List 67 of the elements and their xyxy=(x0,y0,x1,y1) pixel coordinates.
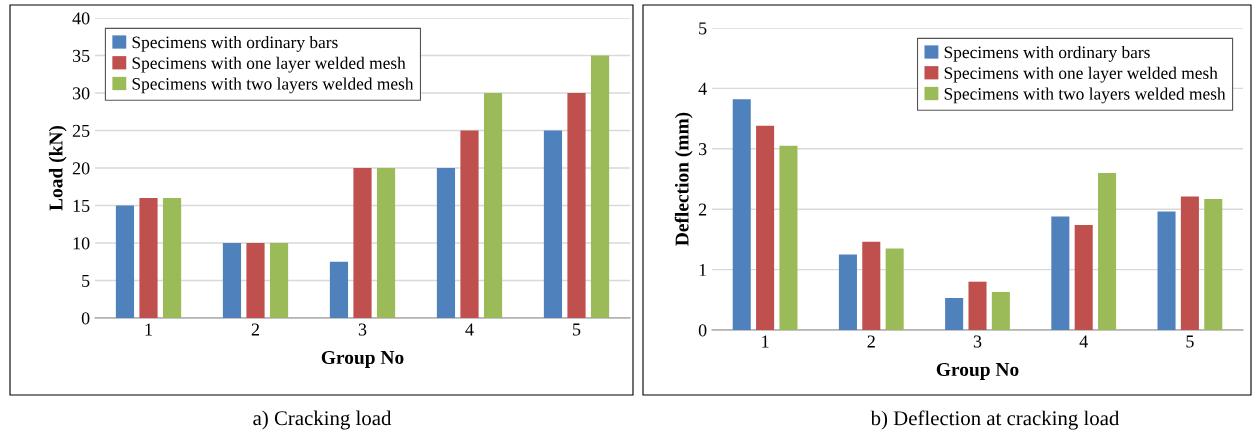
bar xyxy=(543,130,563,318)
y-axis-title: Load (kN) xyxy=(48,125,67,211)
bar xyxy=(567,93,586,318)
bar xyxy=(329,261,349,318)
y-tick-label: 25 xyxy=(72,124,90,137)
legend-label: Specimens with one layer welded mesh xyxy=(132,56,406,73)
x-axis-title: Group No xyxy=(321,350,404,368)
x-tick-label: 4 xyxy=(1079,335,1088,348)
bar xyxy=(1157,211,1176,330)
y-tick-label: 40 xyxy=(72,12,90,25)
legend-label: Specimens with ordinary bars xyxy=(132,35,338,52)
bar xyxy=(1074,224,1093,330)
x-tick-label: 3 xyxy=(358,323,367,336)
bar xyxy=(779,145,798,330)
y-tick-label: 4 xyxy=(698,82,707,95)
y-tick-label: 0 xyxy=(698,324,707,337)
y-tick-label: 5 xyxy=(699,22,707,35)
bar xyxy=(222,243,242,318)
legend-label: Specimens with two layers welded mesh xyxy=(132,77,414,94)
bar xyxy=(732,99,751,330)
y-tick-label: 3 xyxy=(698,143,707,156)
bar xyxy=(1051,216,1070,330)
x-tick-label: 2 xyxy=(251,323,260,336)
bar xyxy=(139,198,158,318)
y-tick-label: 10 xyxy=(73,237,90,250)
x-tick-label: 4 xyxy=(465,323,474,336)
bar xyxy=(968,281,987,330)
x-tick-label: 3 xyxy=(973,335,982,348)
y-tick-label: 5 xyxy=(82,274,90,287)
bar xyxy=(756,125,775,330)
bar xyxy=(353,168,372,318)
bar xyxy=(162,198,182,318)
bar xyxy=(945,297,964,330)
bar xyxy=(1204,198,1223,330)
bar xyxy=(838,254,857,330)
y-tick-label: 1 xyxy=(699,263,707,276)
legend-label: Specimens with ordinary bars xyxy=(944,45,1150,62)
text: b) Deflection at cracking load xyxy=(870,410,1120,430)
x-tick-label: 1 xyxy=(762,335,769,348)
bar xyxy=(246,243,265,318)
bar xyxy=(483,93,503,318)
y-tick-label: 30 xyxy=(72,87,90,100)
y-tick-label: 35 xyxy=(72,49,90,62)
x-axis-title: Group No xyxy=(936,362,1019,380)
bar xyxy=(115,205,135,318)
bar xyxy=(862,241,881,330)
y-tick-label: 0 xyxy=(81,312,90,325)
x-tick-label: 5 xyxy=(573,323,581,336)
bar xyxy=(269,243,289,318)
y-tick-label: 15 xyxy=(73,199,90,212)
bar xyxy=(1098,172,1117,330)
text: a) Cracking load xyxy=(253,410,392,430)
x-tick-label: 2 xyxy=(867,335,875,348)
bar xyxy=(885,248,904,330)
bar xyxy=(590,55,610,318)
x-tick-label: 1 xyxy=(145,323,152,336)
bar xyxy=(460,130,479,318)
y-tick-label: 20 xyxy=(72,162,90,175)
bar xyxy=(1180,196,1199,330)
x-tick-label: 5 xyxy=(1186,335,1194,348)
bar xyxy=(991,291,1010,330)
y-axis-title: Deflection (mm) xyxy=(674,112,693,246)
bar xyxy=(436,168,456,318)
legend-label: Specimens with two layers welded mesh xyxy=(944,87,1226,104)
bar xyxy=(376,168,396,318)
legend-label: Specimens with one layer welded mesh xyxy=(944,66,1218,83)
y-tick-label: 2 xyxy=(698,203,707,216)
